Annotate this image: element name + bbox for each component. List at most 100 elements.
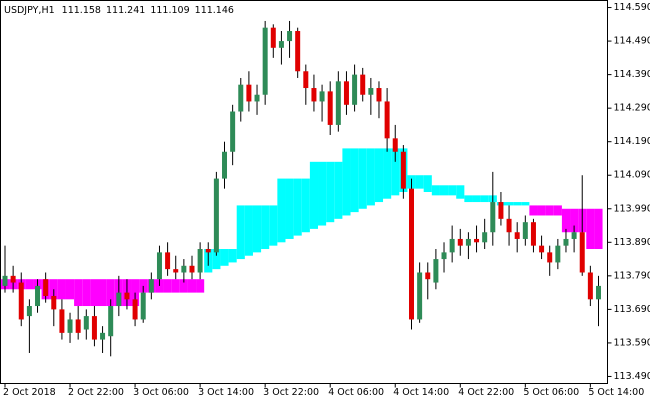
band-bar	[163, 279, 172, 293]
band-bar	[431, 185, 440, 196]
x-tick-label: 5 Oct 06:00	[523, 387, 579, 398]
high-value: 111.241	[106, 5, 145, 16]
x-tick-label: 3 Oct 14:00	[198, 387, 254, 398]
band-bar	[212, 249, 221, 270]
candle-body	[91, 316, 97, 340]
candle-body	[352, 74, 358, 105]
band-bar	[57, 279, 66, 300]
band-bar	[464, 195, 473, 203]
candle-body	[343, 81, 349, 105]
x-tick-label: 3 Oct 22:00	[263, 387, 319, 398]
candle-body	[441, 252, 447, 260]
candle-body	[18, 282, 24, 320]
candle-body	[384, 101, 390, 139]
candle-body	[449, 238, 455, 253]
band-bar	[439, 185, 449, 196]
y-tick-label: 113.590	[614, 337, 650, 348]
candles	[2, 20, 601, 357]
candle-body	[417, 272, 423, 320]
candle-body	[482, 232, 488, 243]
candle-body	[498, 202, 504, 219]
band-bar	[326, 161, 335, 223]
candle-body	[303, 71, 309, 89]
band-bar	[358, 148, 367, 209]
x-tick-label: 3 Oct 06:00	[133, 387, 189, 398]
y-tick-label: 113.990	[614, 203, 650, 214]
y-tick-label: 113.790	[614, 270, 650, 281]
candle-body	[376, 88, 382, 102]
candle-body	[409, 188, 414, 320]
candle-body	[67, 319, 73, 333]
candle-body	[124, 292, 130, 300]
candle-body	[116, 292, 122, 307]
candle-body	[222, 151, 228, 179]
candle-body	[140, 292, 146, 320]
candle-body	[197, 249, 203, 273]
candle-body	[156, 252, 162, 280]
band-bar	[74, 279, 83, 307]
band-bar	[106, 279, 115, 307]
candle-body	[425, 272, 431, 280]
candle-body	[270, 27, 276, 48]
candle-body	[100, 332, 106, 340]
candle-body	[262, 27, 268, 95]
candle-body	[165, 252, 171, 270]
candle-body	[51, 295, 57, 310]
candle-body	[360, 74, 366, 95]
band-bar	[529, 205, 538, 216]
band-bar	[228, 249, 237, 263]
candle-body	[465, 238, 471, 246]
candle-body	[522, 222, 528, 239]
x-tick-label: 5 Oct 14:00	[588, 387, 644, 398]
band-bar	[252, 205, 262, 253]
band-bar	[334, 161, 343, 219]
candle-body	[246, 84, 252, 102]
band-bar	[391, 148, 400, 196]
candle-body	[587, 272, 593, 300]
band-bar	[448, 185, 457, 196]
candle-body	[108, 306, 114, 337]
candle-body	[295, 31, 301, 72]
candle-body	[287, 31, 293, 42]
band-bar	[456, 185, 465, 199]
candle-body	[433, 259, 439, 283]
band-bar	[90, 279, 99, 307]
band-bar	[366, 148, 375, 206]
candle-body	[539, 245, 545, 253]
candle-body	[230, 111, 236, 152]
band-bar	[82, 279, 91, 307]
candle-body	[10, 275, 16, 283]
open-value: 111.158	[62, 5, 101, 16]
candle-body	[474, 238, 480, 243]
candle-body	[571, 232, 577, 239]
band-bar	[98, 279, 107, 307]
x-tick-label: 2 Oct 22:00	[68, 387, 124, 398]
candle-body	[173, 269, 179, 273]
y-tick-label: 114.490	[614, 36, 650, 47]
candle-body	[59, 309, 65, 333]
candle-body	[83, 316, 89, 330]
candle-body	[181, 265, 187, 273]
band-bar	[383, 148, 392, 199]
candle-body	[335, 81, 341, 125]
candle-body	[563, 238, 569, 246]
band-bar	[285, 178, 294, 239]
y-tick-label: 113.890	[614, 237, 650, 248]
candle-body	[35, 285, 41, 307]
candle-body	[547, 252, 553, 263]
band-bar	[196, 279, 205, 293]
band-bar	[293, 178, 302, 236]
band-bar	[179, 279, 188, 293]
band-bar	[423, 175, 432, 192]
candle-body	[205, 249, 211, 253]
band-bar	[504, 202, 514, 206]
candle-body	[132, 299, 138, 320]
y-tick-label: 114.390	[614, 69, 650, 80]
band-bar	[545, 205, 554, 216]
y-tick-label: 114.090	[614, 170, 650, 181]
band-bar	[301, 178, 310, 233]
candle-body	[400, 151, 406, 189]
candle-body	[514, 232, 520, 239]
candle-body	[213, 178, 219, 253]
band-bar	[261, 205, 270, 250]
